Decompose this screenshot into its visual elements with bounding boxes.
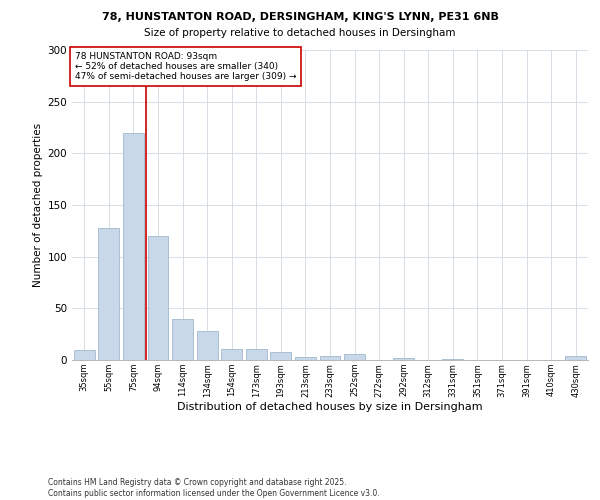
Bar	[393, 358, 414, 360]
Bar	[320, 356, 340, 360]
X-axis label: Distribution of detached houses by size in Dersingham: Distribution of detached houses by size …	[177, 402, 483, 412]
Text: 78 HUNSTANTON ROAD: 93sqm
← 52% of detached houses are smaller (340)
47% of semi: 78 HUNSTANTON ROAD: 93sqm ← 52% of detac…	[74, 52, 296, 82]
Bar	[442, 359, 463, 360]
Bar	[246, 348, 267, 360]
Text: Size of property relative to detached houses in Dersingham: Size of property relative to detached ho…	[144, 28, 456, 38]
Bar	[74, 350, 95, 360]
Y-axis label: Number of detached properties: Number of detached properties	[33, 123, 43, 287]
Bar	[295, 357, 316, 360]
Bar	[148, 236, 169, 360]
Bar	[197, 331, 218, 360]
Bar	[271, 352, 292, 360]
Bar	[565, 356, 586, 360]
Bar	[221, 348, 242, 360]
Bar	[172, 318, 193, 360]
Text: 78, HUNSTANTON ROAD, DERSINGHAM, KING'S LYNN, PE31 6NB: 78, HUNSTANTON ROAD, DERSINGHAM, KING'S …	[101, 12, 499, 22]
Bar	[123, 132, 144, 360]
Text: Contains HM Land Registry data © Crown copyright and database right 2025.
Contai: Contains HM Land Registry data © Crown c…	[48, 478, 380, 498]
Bar	[98, 228, 119, 360]
Bar	[344, 354, 365, 360]
